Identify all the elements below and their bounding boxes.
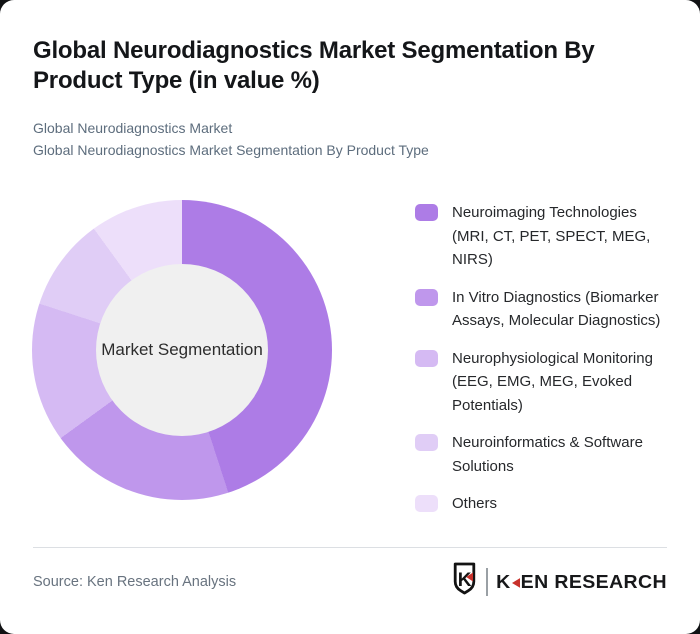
legend-item: Neuroinformatics & Software Solutions	[415, 431, 673, 478]
chart-legend: Neuroimaging Technologies (MRI, CT, PET,…	[415, 201, 673, 516]
badge-letter: K	[458, 570, 472, 591]
legend-item-label: Others	[452, 495, 498, 512]
logo-separator	[486, 568, 489, 596]
legend-item-label: In Vitro Diagnostics (Biomarker Assays, …	[452, 288, 661, 330]
legend-swatch	[415, 349, 438, 367]
legend-item-label: Neurophysiological Monitoring (EEG, EMG,…	[452, 349, 653, 414]
legend-item: In Vitro Diagnostics (Biomarker Assays, …	[415, 286, 673, 333]
chart-area: Market Segmentation Neuroimaging Technol…	[0, 200, 700, 512]
logo-word-k: K	[496, 570, 511, 593]
page-title: Global Neurodiagnostics Market Segmentat…	[33, 37, 595, 94]
ken-research-badge-icon: K	[451, 562, 478, 602]
ken-research-logo: K K EN RESEARCH	[451, 562, 667, 602]
footer-divider	[33, 547, 667, 548]
source-note: Source: Ken Research Analysis	[33, 574, 237, 590]
legend-swatch	[415, 495, 438, 512]
subtitle-segmentation: Global Neurodiagnostics Market Segmentat…	[33, 142, 429, 158]
subtitle-market: Global Neurodiagnostics Market	[33, 120, 233, 136]
logo-wordmark: K EN RESEARCH	[496, 571, 667, 593]
legend-swatch	[415, 204, 438, 221]
logo-red-triangle-icon	[511, 577, 520, 588]
legend-swatch	[415, 434, 438, 451]
legend-item-label: Neuroinformatics & Software Solutions	[452, 434, 643, 475]
donut-center-label: Market Segmentation	[101, 340, 263, 359]
logo-word-rest: EN RESEARCH	[520, 570, 667, 593]
badge-red-triangle	[466, 572, 474, 582]
legend-item: Neurophysiological Monitoring (EEG, EMG,…	[415, 347, 673, 418]
donut-chart: Market Segmentation	[32, 200, 332, 500]
donut-hole: Market Segmentation	[96, 264, 268, 436]
legend-item-label: Neuroimaging Technologies (MRI, CT, PET,…	[452, 204, 651, 268]
legend-item: Others	[415, 492, 673, 516]
legend-item: Neuroimaging Technologies (MRI, CT, PET,…	[415, 201, 673, 272]
subtitle-block: Global Neurodiagnostics Market Global Ne…	[33, 117, 667, 161]
legend-swatch	[415, 288, 438, 306]
footer: Source: Ken Research Analysis K K EN RESE…	[33, 548, 667, 616]
